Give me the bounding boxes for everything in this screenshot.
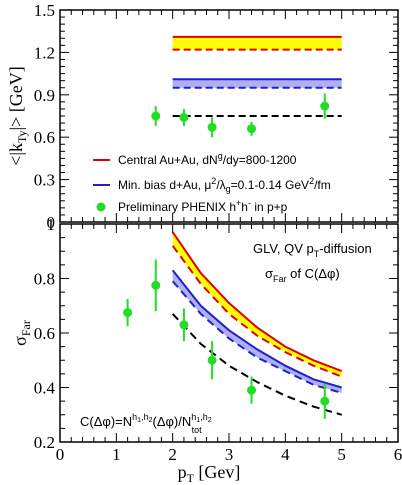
bottom-xtick-label: 6	[394, 445, 402, 464]
top-ytick-label: 0.6	[34, 128, 55, 147]
top-ytick-label: 1.5	[34, 1, 55, 20]
top-ytick-label: 0.9	[34, 86, 55, 105]
bottom-point-2	[179, 320, 189, 330]
top-ytick-label: 1.2	[34, 43, 55, 62]
top-point-4	[320, 101, 330, 111]
annotation-sigma-far: σFar of C(Δφ)	[265, 266, 340, 284]
top-panel: Central Au+Au, dNg/dy=800-1200 Min. bias …	[6, 1, 399, 232]
bottom-point-5	[320, 396, 330, 406]
bottom-ytick-label: 0.8	[34, 270, 55, 289]
bottom-panel: GLV, QV pT-diffusion σFar of C(Δφ) C(Δφ)=N…	[10, 215, 402, 485]
bottom-point-1	[151, 280, 161, 290]
legend-phenix-text: Preliminary PHENIX h+h- in p+p	[118, 198, 288, 214]
annotation-formula: C(Δφ)=Nh1,h2(Δφ)/Nh1,h2 tot	[80, 412, 212, 435]
bottom-xtick-label: 3	[225, 445, 234, 464]
annotation-glv: GLV, QV pT-diffusion	[253, 241, 372, 259]
bottom-xtick-label: 0	[56, 445, 65, 464]
central-band	[172, 36, 342, 50]
bottom-ytick-label: 0.4	[34, 379, 56, 398]
pp-dashed	[171, 313, 342, 416]
top-point-0	[151, 111, 161, 121]
bottom-point-3	[207, 355, 217, 365]
legend-minbias-text: Min. bias d+Au, μ2/λg=0.1-0.14 GeV2/fm	[118, 176, 331, 194]
top-ytick-label: 0	[47, 213, 56, 232]
bottom-point-4	[247, 385, 257, 395]
top-ytick-label: 0.3	[34, 171, 55, 190]
bottom-xtick-label: 1	[112, 445, 121, 464]
minbias-dashed	[171, 280, 342, 394]
bottom-xtick-label: 5	[337, 445, 346, 464]
bottom-ylabel: σFar	[10, 320, 33, 346]
central-solid	[171, 231, 343, 373]
bottom-xlabel: pT [Gev]	[178, 462, 241, 485]
legend-phenix-marker	[96, 202, 106, 212]
minbias-band	[172, 79, 342, 88]
legend-central-text: Central Au+Au, dNg/dy=800-1200	[118, 151, 297, 167]
central-dashed	[171, 245, 343, 378]
top-point-2	[207, 122, 217, 132]
minbias-solid	[171, 269, 342, 389]
bottom-point-0	[123, 308, 133, 318]
bottom-ytick-label: 0.6	[34, 324, 55, 343]
bottom-ytick-label: 0.2	[34, 433, 55, 452]
top-ylabel: <|kTy|> [GeV]	[6, 66, 29, 166]
bottom-ytick-label: 1	[47, 215, 56, 234]
top-point-3	[247, 124, 257, 134]
bottom-xtick-label: 2	[168, 445, 177, 464]
bottom-xtick-label: 4	[281, 445, 290, 464]
top-point-1	[179, 112, 189, 122]
